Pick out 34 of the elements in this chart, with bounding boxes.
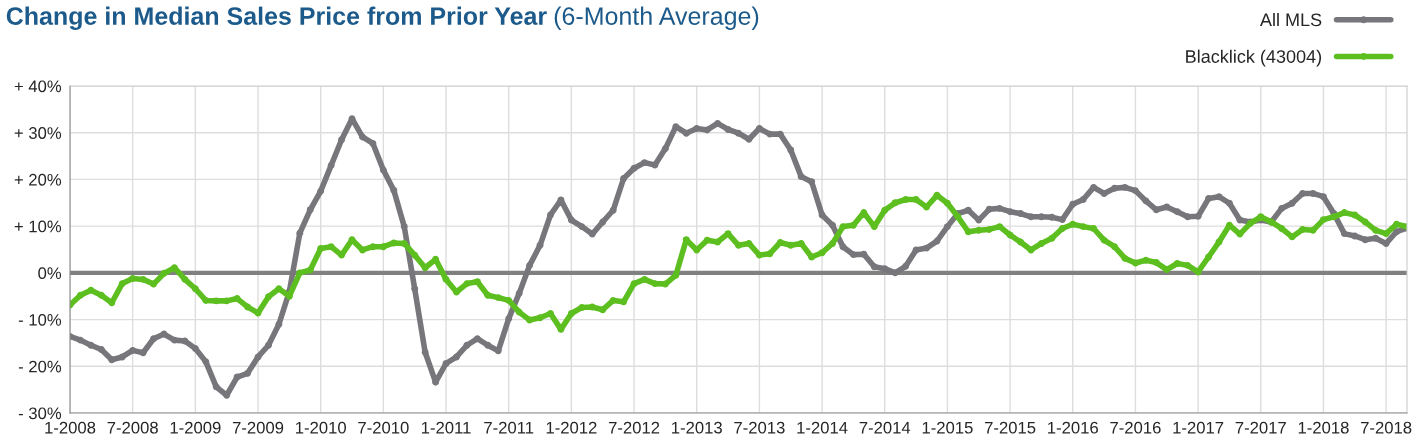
x-tick-label: 7-2012 [608, 421, 660, 434]
y-tick-label: - 10% [18, 313, 62, 326]
chart-subtitle: (6-Month Average) [554, 6, 759, 30]
x-tick-label: 7-2009 [232, 421, 284, 434]
x-tick-label: 7-2014 [859, 421, 911, 434]
y-tick-label: - 30% [18, 407, 62, 420]
y-tick-label: + 40% [14, 80, 62, 93]
y-tick-label: + 20% [14, 173, 62, 186]
y-tick-label: + 10% [14, 220, 62, 233]
x-tick-label: 7-2015 [984, 421, 1036, 434]
chart-title: Change in Median Sales Price from Prior Year [6, 6, 547, 31]
x-tick-label: 7-2010 [358, 421, 409, 434]
x-tick-label: 7-2017 [1235, 421, 1286, 434]
x-tick-label: 1-2016 [1048, 421, 1098, 434]
x-tick-label: 7-2013 [734, 421, 785, 434]
x-tick-label: 1-2018 [1298, 421, 1349, 434]
x-tick-label: 1-2012 [546, 421, 597, 434]
x-tick-label: 1-2008 [45, 421, 96, 434]
x-tick-label: 7-2011 [484, 421, 534, 434]
x-tick-label: 1-2011 [421, 421, 471, 434]
x-tick-label: 1-2017 [1173, 421, 1224, 434]
x-tick-label: 1-2010 [296, 421, 346, 434]
y-tick-label: - 20% [18, 360, 62, 373]
x-tick-label: 1-2014 [797, 421, 848, 434]
x-tick-label: 7-2016 [1110, 421, 1161, 434]
x-tick-label: 7-2018 [1361, 421, 1412, 434]
legend-label: Blacklick (43004) [1186, 49, 1322, 67]
x-tick-label: 1-2009 [170, 421, 221, 434]
legend-label: All MLS [1259, 12, 1322, 27]
x-tick-label: 1-2015 [922, 421, 973, 434]
x-tick-label: 1-2013 [672, 421, 722, 434]
y-tick-label: 0% [38, 267, 62, 280]
x-tick-label: 7-2008 [107, 421, 158, 434]
y-tick-label: + 30% [14, 127, 62, 139]
